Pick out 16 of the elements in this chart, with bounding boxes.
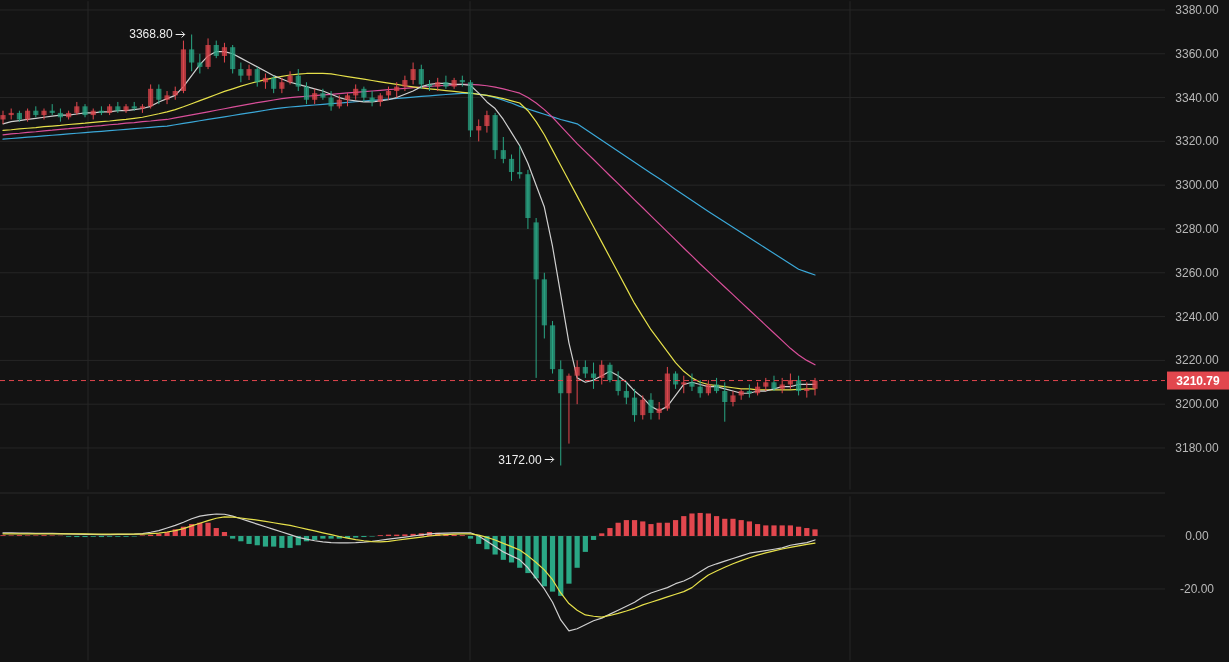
y-tick-label: 3280.00	[1175, 221, 1220, 236]
y-tick-label: 3240.00	[1175, 309, 1220, 324]
annotation: 3368.80	[129, 27, 173, 42]
y-tick-label: 3220.00	[1175, 353, 1220, 368]
y-tick-label: 3320.00	[1175, 134, 1220, 149]
y-tick-label: 0.00	[1185, 528, 1209, 543]
y-tick-label: 3180.00	[1175, 440, 1220, 455]
y-tick-label: -20.00	[1179, 581, 1215, 596]
y-tick-label: 3260.00	[1175, 265, 1220, 280]
annotation: 3172.00	[498, 452, 543, 467]
y-tick-label: 3360.00	[1175, 46, 1220, 61]
y-tick-label: 3380.00	[1175, 2, 1220, 17]
y-tick-label: 3300.00	[1175, 178, 1220, 193]
ref-line-label: 3210.79	[1176, 373, 1221, 388]
y-tick-label: 3340.00	[1175, 90, 1220, 105]
y-tick-label: 3200.00	[1175, 397, 1220, 412]
